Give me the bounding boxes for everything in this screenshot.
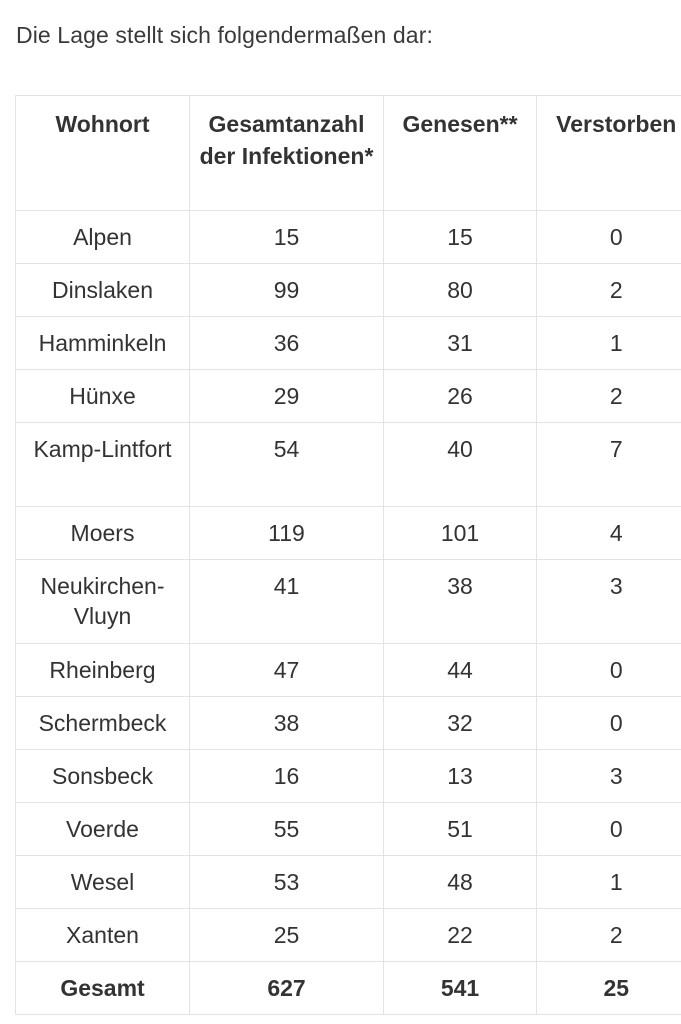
cell-gesamtanzahl: 41 <box>189 559 384 644</box>
table-row: Hünxe 29 26 2 <box>15 369 681 423</box>
cell-gesamtanzahl: 47 <box>189 643 384 697</box>
cell-verstorben: 2 <box>536 369 681 423</box>
cell-wohnort: Alpen <box>15 210 190 264</box>
cell-verstorben: 4 <box>536 506 681 560</box>
table-row: Sonsbeck 16 13 3 <box>15 749 681 803</box>
cell-gesamtanzahl: 36 <box>189 316 384 370</box>
table-row: Schermbeck 38 32 0 <box>15 696 681 750</box>
cell-wohnort: Neukirchen-Vluyn <box>15 559 190 644</box>
table-row: Rheinberg 47 44 0 <box>15 643 681 697</box>
cell-verstorben: 1 <box>536 316 681 370</box>
cell-verstorben: 1 <box>536 855 681 909</box>
cell-genesen: 26 <box>383 369 537 423</box>
table-row: Xanten 25 22 2 <box>15 908 681 962</box>
table-row: Kamp-Lintfort 54 40 7 <box>15 422 681 507</box>
cell-genesen: 38 <box>383 559 537 644</box>
cell-genesen: 101 <box>383 506 537 560</box>
cell-verstorben: 2 <box>536 263 681 317</box>
table-container: Wohnort Gesamtanzahl der Infektionen* Ge… <box>15 95 681 1015</box>
cell-wohnort: Hamminkeln <box>15 316 190 370</box>
header-genesen: Genesen** <box>383 95 537 211</box>
table-row: Voerde 55 51 0 <box>15 802 681 856</box>
cell-wohnort: Voerde <box>15 802 190 856</box>
cell-genesen: 13 <box>383 749 537 803</box>
table-row: Neukirchen-Vluyn 41 38 3 <box>15 559 681 644</box>
total-row: Gesamt 627 541 25 <box>15 961 681 1015</box>
cell-verstorben: 7 <box>536 422 681 507</box>
cell-gesamtanzahl: 29 <box>189 369 384 423</box>
table-row: Dinslaken 99 80 2 <box>15 263 681 317</box>
cell-genesen: 22 <box>383 908 537 962</box>
total-genesen: 541 <box>383 961 537 1015</box>
cell-gesamtanzahl: 25 <box>189 908 384 962</box>
cell-verstorben: 2 <box>536 908 681 962</box>
cell-verstorben: 0 <box>536 643 681 697</box>
cell-gesamtanzahl: 16 <box>189 749 384 803</box>
cell-wohnort: Moers <box>15 506 190 560</box>
header-gesamtanzahl: Gesamtanzahl der Infektionen* <box>189 95 384 211</box>
header-wohnort: Wohnort <box>15 95 190 211</box>
cell-wohnort: Kamp-Lintfort <box>15 422 190 507</box>
cell-gesamtanzahl: 54 <box>189 422 384 507</box>
table-row: Hamminkeln 36 31 1 <box>15 316 681 370</box>
cell-wohnort: Hünxe <box>15 369 190 423</box>
cell-wohnort: Xanten <box>15 908 190 962</box>
cell-genesen: 80 <box>383 263 537 317</box>
cell-genesen: 15 <box>383 210 537 264</box>
cell-verstorben: 0 <box>536 802 681 856</box>
cell-gesamtanzahl: 99 <box>189 263 384 317</box>
table-row: Moers 119 101 4 <box>15 506 681 560</box>
cell-verstorben: 3 <box>536 749 681 803</box>
cell-genesen: 31 <box>383 316 537 370</box>
intro-text: Die Lage stellt sich folgendermaßen dar: <box>16 22 433 48</box>
total-gesamtanzahl: 627 <box>189 961 384 1015</box>
cell-verstorben: 0 <box>536 210 681 264</box>
table-row: Wesel 53 48 1 <box>15 855 681 909</box>
cell-genesen: 32 <box>383 696 537 750</box>
cell-genesen: 48 <box>383 855 537 909</box>
cell-wohnort: Rheinberg <box>15 643 190 697</box>
cell-wohnort: Wesel <box>15 855 190 909</box>
total-label: Gesamt <box>15 961 190 1015</box>
cell-genesen: 40 <box>383 422 537 507</box>
total-verstorben: 25 <box>536 961 681 1015</box>
infection-table: Wohnort Gesamtanzahl der Infektionen* Ge… <box>15 95 681 1015</box>
cell-verstorben: 0 <box>536 696 681 750</box>
cell-gesamtanzahl: 55 <box>189 802 384 856</box>
cell-wohnort: Schermbeck <box>15 696 190 750</box>
cell-genesen: 44 <box>383 643 537 697</box>
cell-gesamtanzahl: 119 <box>189 506 384 560</box>
cell-gesamtanzahl: 15 <box>189 210 384 264</box>
cell-verstorben: 3 <box>536 559 681 644</box>
cell-genesen: 51 <box>383 802 537 856</box>
cell-wohnort: Dinslaken <box>15 263 190 317</box>
header-row: Wohnort Gesamtanzahl der Infektionen* Ge… <box>15 95 681 211</box>
cell-wohnort: Sonsbeck <box>15 749 190 803</box>
cell-gesamtanzahl: 38 <box>189 696 384 750</box>
header-verstorben: Verstorben <box>536 95 681 211</box>
cell-gesamtanzahl: 53 <box>189 855 384 909</box>
table-row: Alpen 15 15 0 <box>15 210 681 264</box>
